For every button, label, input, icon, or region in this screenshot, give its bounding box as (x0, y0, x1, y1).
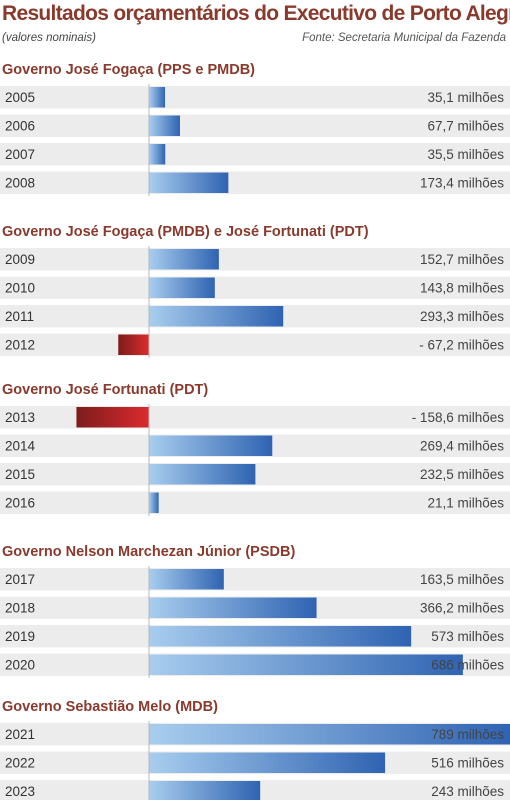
year-label: 2022 (5, 756, 35, 771)
value-label: 516 milhões (431, 756, 504, 771)
year-label: 2007 (5, 147, 35, 162)
row-band (0, 171, 510, 194)
bar-2021 (149, 724, 510, 745)
bar-2023 (149, 781, 261, 800)
year-label: 2020 (5, 658, 35, 673)
row-band (0, 143, 510, 166)
group-title: Governo José Fogaça (PPS e PMDB) (2, 62, 255, 78)
year-label: 2017 (5, 572, 35, 587)
value-label: 163,5 milhões (420, 572, 504, 587)
value-label: 35,5 milhões (427, 147, 504, 162)
bar-2014 (149, 435, 273, 456)
value-label: 789 milhões (431, 727, 504, 742)
bar-2005 (149, 87, 166, 108)
value-label: 35,1 milhões (427, 90, 504, 105)
row-band (0, 114, 510, 137)
year-label: 2014 (5, 439, 36, 454)
row-band (0, 276, 510, 299)
value-label: - 158,6 milhões (412, 410, 505, 425)
value-label: 232,5 milhões (420, 467, 504, 482)
value-label: - 67,2 milhões (419, 338, 504, 353)
group-title: Governo Sebastião Melo (MDB) (2, 699, 218, 715)
value-label: 143,8 milhões (420, 281, 504, 296)
bar-2008 (149, 172, 229, 193)
bar-2011 (149, 306, 284, 327)
chart-subtitle: (valores nominais) (2, 32, 96, 44)
row-band (0, 568, 510, 591)
year-label: 2009 (5, 252, 35, 267)
value-label: 573 milhões (431, 629, 504, 644)
bar-2017 (149, 569, 224, 590)
row-band (0, 248, 510, 271)
value-label: 269,4 milhões (420, 439, 504, 454)
value-label: 243 milhões (431, 784, 504, 799)
group-title: Governo José Fogaça (PMDB) e José Fortun… (2, 224, 369, 240)
bar-2010 (149, 277, 215, 298)
year-label: 2021 (5, 727, 35, 742)
row-band (0, 86, 510, 109)
year-label: 2011 (5, 309, 34, 324)
year-label: 2010 (5, 281, 35, 296)
group-title: Governo Nelson Marchezan Júnior (PSDB) (2, 544, 295, 560)
bar-2013 (76, 407, 149, 428)
bar-2022 (149, 752, 386, 773)
year-label: 2019 (5, 629, 35, 644)
year-label: 2016 (5, 496, 35, 511)
year-label: 2005 (5, 90, 35, 105)
chart-title: Resultados orçamentários do Executivo de… (2, 2, 510, 25)
year-label: 2023 (5, 784, 35, 799)
bar-2009 (149, 249, 219, 270)
bar-2012 (118, 334, 149, 355)
bar-2019 (149, 626, 412, 647)
bar-2006 (149, 115, 180, 136)
bar-2016 (149, 492, 159, 513)
year-label: 2013 (5, 410, 35, 425)
year-label: 2015 (5, 467, 35, 482)
bar-2015 (149, 464, 256, 485)
chart-source: Fonte: Secretaria Municipal da Fazenda (302, 32, 506, 44)
value-label: 173,4 milhões (420, 176, 504, 191)
year-label: 2018 (5, 601, 35, 616)
year-label: 2006 (5, 119, 35, 134)
year-label: 2012 (5, 338, 35, 353)
bar-2018 (149, 597, 317, 618)
year-label: 2008 (5, 176, 35, 191)
value-label: 152,7 milhões (420, 252, 504, 267)
group-title: Governo José Fortunati (PDT) (2, 382, 208, 398)
bar-2007 (149, 144, 166, 165)
row-band (0, 491, 510, 514)
value-label: 366,2 milhões (420, 601, 504, 616)
value-label: 686 milhões (431, 658, 504, 673)
value-label: 21,1 milhões (427, 496, 504, 511)
value-label: 293,3 milhões (420, 309, 504, 324)
bar-2020 (149, 654, 463, 675)
value-label: 67,7 milhões (427, 119, 504, 134)
